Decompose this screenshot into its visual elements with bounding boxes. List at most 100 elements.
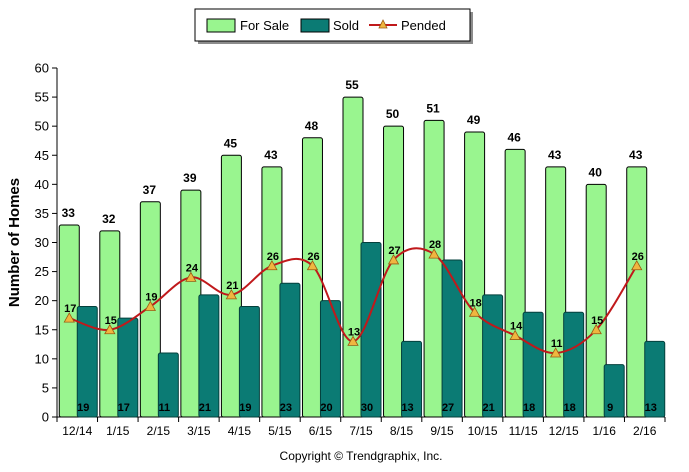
sold-value-label: 13 <box>401 402 413 414</box>
sold-bar <box>279 282 301 418</box>
pended-value-label: 26 <box>307 251 319 263</box>
sold-bar <box>441 259 463 418</box>
for-sale-bar <box>464 131 486 418</box>
for-sale-value-label: 39 <box>183 171 197 185</box>
pended-marker <box>225 289 238 300</box>
pended-value-label: 15 <box>591 315 603 327</box>
x-tick-label: 7/15 <box>349 424 373 438</box>
sold-bar <box>522 311 544 418</box>
x-tick-label: 6/15 <box>309 424 333 438</box>
pended-value-label: 13 <box>348 326 360 338</box>
for-sale-value-label: 48 <box>305 119 319 133</box>
legend-sold-swatch <box>300 18 330 33</box>
pended-marker <box>306 259 319 271</box>
pended-marker <box>104 323 116 335</box>
sold-bar <box>117 317 139 418</box>
legend-pended-marker <box>378 19 388 29</box>
legend-for-sale-swatch <box>206 18 236 33</box>
pended-marker <box>631 259 643 271</box>
legend-sold-label: Sold <box>333 18 359 33</box>
pended-marker <box>428 248 440 259</box>
for-sale-bar <box>626 166 648 418</box>
x-tick-label: 9/15 <box>430 424 454 438</box>
y-tick-label: 25 <box>35 264 49 279</box>
sold-value-label: 23 <box>280 402 292 414</box>
pended-value-label: 24 <box>186 262 199 274</box>
y-tick-label: 45 <box>35 148 49 163</box>
sold-bar <box>401 340 423 418</box>
y-tick-label: 0 <box>42 410 49 425</box>
sold-value-label: 18 <box>564 402 576 414</box>
pended-marker <box>509 329 521 340</box>
sold-value-label: 17 <box>118 402 130 414</box>
for-sale-bar <box>180 189 202 418</box>
pended-marker <box>468 306 481 317</box>
sold-bar <box>157 352 179 418</box>
for-sale-bar <box>342 96 364 418</box>
copyright-text: Copyright © Trendgraphix, Inc. <box>280 449 443 463</box>
sold-bar <box>198 294 220 418</box>
x-tick-label: 1/16 <box>593 424 617 438</box>
for-sale-bar <box>585 183 607 418</box>
sold-bar <box>482 294 504 418</box>
sold-value-label: 9 <box>607 402 613 414</box>
for-sale-value-label: 51 <box>426 101 440 115</box>
x-tick-label: 3/15 <box>187 424 211 438</box>
pended-marker <box>387 254 400 265</box>
sold-value-label: 19 <box>239 402 251 414</box>
sold-bar <box>603 364 625 418</box>
pended-marker <box>590 323 602 335</box>
for-sale-bar <box>545 166 567 418</box>
sold-value-label: 20 <box>320 402 332 414</box>
y-tick-label: 60 <box>35 61 49 76</box>
for-sale-value-label: 43 <box>264 148 278 162</box>
pended-value-label: 28 <box>429 239 441 251</box>
for-sale-bar <box>301 137 323 418</box>
sold-value-label: 30 <box>361 402 373 414</box>
pended-value-label: 14 <box>510 321 523 333</box>
pended-value-label: 26 <box>632 251 644 263</box>
for-sale-value-label: 46 <box>507 130 521 144</box>
sold-value-label: 21 <box>199 402 211 414</box>
pended-value-label: 21 <box>226 280 238 292</box>
y-tick-label: 55 <box>35 90 49 105</box>
pended-value-label: 15 <box>105 315 117 327</box>
y-axis-title: Number of Homes <box>6 178 23 307</box>
for-sale-value-label: 49 <box>467 113 481 127</box>
x-tick-label: 11/15 <box>509 424 538 438</box>
y-tick-label: 15 <box>35 322 49 337</box>
x-tick-label: 12/15 <box>549 424 579 438</box>
pended-value-label: 18 <box>469 297 481 309</box>
for-sale-bar <box>220 154 242 418</box>
x-tick-label: 12/14 <box>62 424 92 438</box>
sold-bar <box>563 311 585 418</box>
pended-value-label: 19 <box>145 291 157 303</box>
legend-box <box>194 8 471 42</box>
for-sale-value-label: 33 <box>62 206 76 220</box>
sold-value-label: 13 <box>645 402 657 414</box>
sold-value-label: 11 <box>159 402 171 414</box>
for-sale-bar <box>504 148 526 418</box>
for-sale-value-label: 55 <box>345 78 359 92</box>
for-sale-value-label: 43 <box>548 148 562 162</box>
sold-bar <box>238 305 260 418</box>
x-tick-label: 8/15 <box>390 424 414 438</box>
x-tick-label: 10/15 <box>468 424 498 438</box>
for-sale-value-label: 37 <box>143 183 157 197</box>
x-tick-label: 1/15 <box>106 424 130 438</box>
sold-bar <box>360 242 382 418</box>
legend-pended-label: Pended <box>401 18 446 33</box>
pended-marker <box>185 271 197 282</box>
for-sale-value-label: 43 <box>629 148 643 162</box>
y-tick-label: 10 <box>35 351 49 366</box>
sold-value-label: 18 <box>523 402 535 414</box>
y-tick-label: 50 <box>35 119 49 134</box>
pended-value-label: 27 <box>388 245 400 257</box>
pended-marker <box>549 347 562 358</box>
legend-for-sale-label: For Sale <box>240 18 289 33</box>
pended-marker <box>266 259 278 271</box>
for-sale-value-label: 50 <box>386 107 400 121</box>
sold-value-label: 19 <box>77 402 89 414</box>
